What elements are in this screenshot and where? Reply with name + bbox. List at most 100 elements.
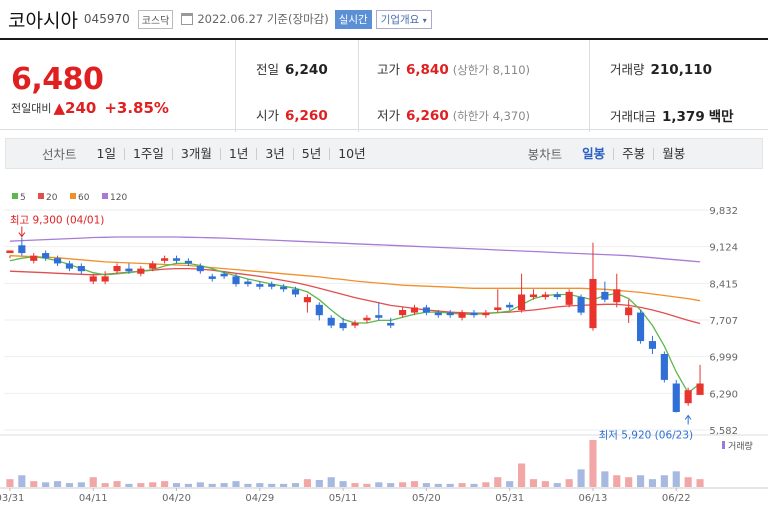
tab-weekly[interactable]: 주봉 [613, 147, 653, 160]
volume-bar [149, 482, 157, 487]
y-tick-label: 7,707 [709, 316, 738, 327]
low-label: 저가 [377, 108, 401, 123]
candle-body [232, 276, 240, 285]
high-arrow-head [18, 232, 26, 238]
candle-body [303, 297, 311, 303]
candle-body [577, 297, 585, 313]
volume-bar [672, 471, 680, 487]
low-cell: 저가 6,260 (하한가 4,370) [377, 105, 530, 124]
candle-body [339, 322, 347, 329]
candle-body [601, 291, 609, 300]
candle-chart-label[interactable]: 봉차트 [527, 147, 563, 162]
candle-body [291, 289, 300, 295]
legend-swatch [38, 193, 44, 199]
tab-5y[interactable]: 5년 [292, 147, 329, 160]
stock-chart[interactable]: 5 20 60 120 9,832 9,124 8,415 7,707 6,999 6,290 5,… [0, 190, 768, 519]
change-percent: +3.85% [104, 99, 169, 117]
volume-bar [648, 479, 657, 487]
candle-body [541, 294, 549, 298]
candle-body [410, 307, 419, 313]
candle-body [506, 304, 514, 308]
volume-bar [625, 477, 633, 487]
low-arrow-head [684, 414, 692, 420]
amount-label: 거래대금 [610, 109, 657, 124]
volume-bar [351, 483, 359, 487]
volume-bar [506, 481, 514, 487]
candle-body [351, 322, 359, 326]
chevron-down-icon: ▾ [422, 15, 427, 25]
volume-bar [518, 463, 526, 487]
open-label: 시가 [256, 108, 280, 123]
candle-body [696, 383, 704, 395]
y-tick-label: 5,582 [709, 426, 738, 437]
tab-1w[interactable]: 1주일 [123, 147, 172, 160]
volume-bar [482, 482, 490, 487]
company-info-button[interactable]: 기업개요 ▾ [375, 9, 432, 29]
x-tick-label: 03/31 [0, 493, 24, 504]
volume-bar [684, 477, 692, 487]
candle-body [434, 312, 442, 316]
legend-label: 120 [110, 193, 127, 203]
candle-body [660, 354, 668, 380]
volume-bar [196, 482, 204, 487]
volume-bar [541, 481, 549, 487]
divider [358, 40, 359, 132]
tab-1d[interactable]: 1일 [96, 145, 116, 161]
stock-header: 코아시아 045970 코스닥 2022.06.27 기준(장마감) 실시간 기… [0, 0, 768, 38]
volume-bar [42, 482, 50, 487]
stock-name: 코아시아 [8, 9, 78, 32]
volume-bar [125, 483, 133, 487]
volume-bar [696, 479, 704, 487]
volume-bar [77, 482, 85, 487]
candle-body [672, 383, 680, 412]
x-tick-label: 05/11 [329, 493, 358, 504]
y-tick-label: 9,124 [709, 243, 738, 254]
candle-body [125, 268, 133, 272]
high-cell: 고가 6,840 (상한가 8,110) [377, 59, 530, 78]
realtime-button[interactable]: 실시간 [334, 9, 372, 29]
candle-body [327, 317, 335, 326]
price-summary: 6,480 전일대비 ▲240 +3.85% 전일 6,240 시가 6,260… [0, 38, 768, 132]
candle-body [208, 276, 216, 279]
tab-3y[interactable]: 3년 [256, 147, 292, 160]
volume-bar [458, 483, 466, 487]
amount-cell: 거래대금 1,379 백만 [610, 105, 734, 125]
volume-bar [613, 475, 621, 487]
candle-body [565, 291, 573, 305]
y-tick-label: 9,832 [709, 206, 738, 217]
candle-body [625, 307, 633, 316]
candle-body [470, 312, 478, 316]
tab-10y[interactable]: 10년 [329, 147, 373, 160]
volume-bar [184, 483, 192, 487]
y-tick-label: 6,999 [709, 353, 738, 364]
candle-body [161, 258, 169, 261]
candle-body [18, 245, 26, 254]
candle-body [363, 317, 371, 321]
ma20-line [9, 267, 701, 325]
tab-monthly[interactable]: 월봉 [653, 147, 693, 160]
volume-bar [280, 483, 288, 487]
candle-body [387, 322, 395, 326]
y-tick-label: 8,415 [709, 279, 738, 290]
candle-body [280, 286, 288, 290]
tab-daily[interactable]: 일봉 [582, 145, 606, 161]
candle-body [172, 258, 181, 261]
x-tick-label: 05/20 [412, 493, 441, 504]
volume-bar [363, 483, 371, 487]
volume-bar [18, 475, 26, 487]
volume-bar [244, 483, 252, 487]
ma120-line [9, 236, 701, 263]
candle-body [494, 307, 502, 311]
calendar-icon [181, 13, 194, 25]
volume-bar [137, 483, 145, 487]
tab-3m[interactable]: 3개월 [171, 147, 220, 160]
line-chart-label[interactable]: 선차트 [42, 147, 77, 162]
x-tick-label: 04/29 [245, 493, 274, 504]
open-value: 6,260 [285, 108, 328, 124]
x-tick-label: 04/11 [79, 493, 108, 504]
candle-body [256, 284, 264, 287]
volume-bar [577, 469, 585, 487]
volume-bar [53, 481, 62, 487]
tab-1y[interactable]: 1년 [219, 147, 256, 160]
y-tick-label: 6,290 [709, 389, 738, 400]
